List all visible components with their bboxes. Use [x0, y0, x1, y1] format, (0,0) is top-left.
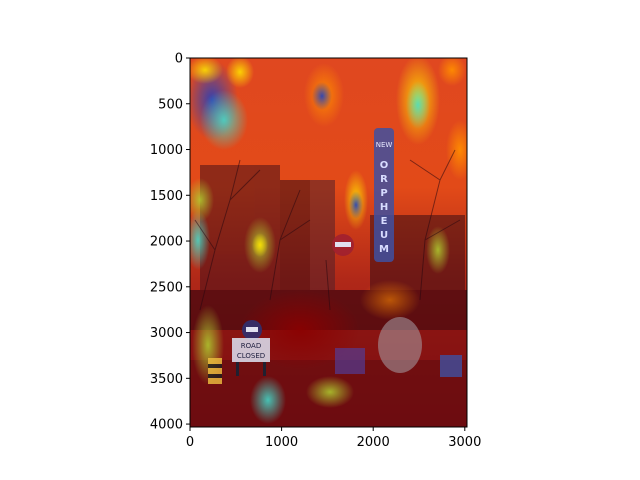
svg-text:E: E	[381, 216, 388, 227]
y-tick-label: 3500	[150, 372, 183, 387]
road-closed-sign: ROAD CLOSED	[232, 320, 270, 376]
svg-text:U: U	[380, 230, 388, 241]
plot-frame	[189, 57, 468, 428]
y-tick-label: 2500	[150, 280, 183, 295]
x-tick-label: 0	[186, 435, 194, 450]
svg-text:ROAD: ROAD	[241, 342, 261, 350]
y-tick-label: 500	[158, 97, 183, 112]
x-tick-label: 1000	[265, 435, 298, 450]
svg-text:M: M	[379, 244, 389, 255]
y-axis: 0 500 1000 1500 2000 2500 3000 3500 4000	[150, 52, 190, 433]
monument	[378, 317, 422, 373]
svg-text:H: H	[380, 202, 388, 213]
svg-text:P: P	[380, 188, 387, 199]
orpheum-sign: NEW O R P H E U M	[374, 128, 394, 262]
do-not-enter-sign	[332, 234, 354, 256]
y-tick-label: 0	[175, 52, 183, 67]
heatmap-image: NEW O R P H E U M ROAD CLOSED	[190, 58, 467, 427]
svg-text:O: O	[380, 160, 389, 171]
tree-branches	[194, 149, 461, 311]
svg-text:R: R	[380, 174, 388, 185]
x-tick-label: 2000	[357, 435, 390, 450]
y-tick-label: 3000	[150, 326, 183, 341]
y-tick-label: 1000	[150, 143, 183, 158]
svg-text:NEW: NEW	[376, 141, 393, 149]
y-tick-label: 1500	[150, 189, 183, 204]
svg-text:CLOSED: CLOSED	[237, 352, 265, 360]
x-axis: 0 1000 2000 3000	[186, 427, 481, 450]
y-tick-label: 2000	[150, 235, 183, 250]
barriers	[208, 348, 462, 384]
x-tick-label: 3000	[448, 435, 481, 450]
y-tick-label: 4000	[150, 418, 183, 433]
